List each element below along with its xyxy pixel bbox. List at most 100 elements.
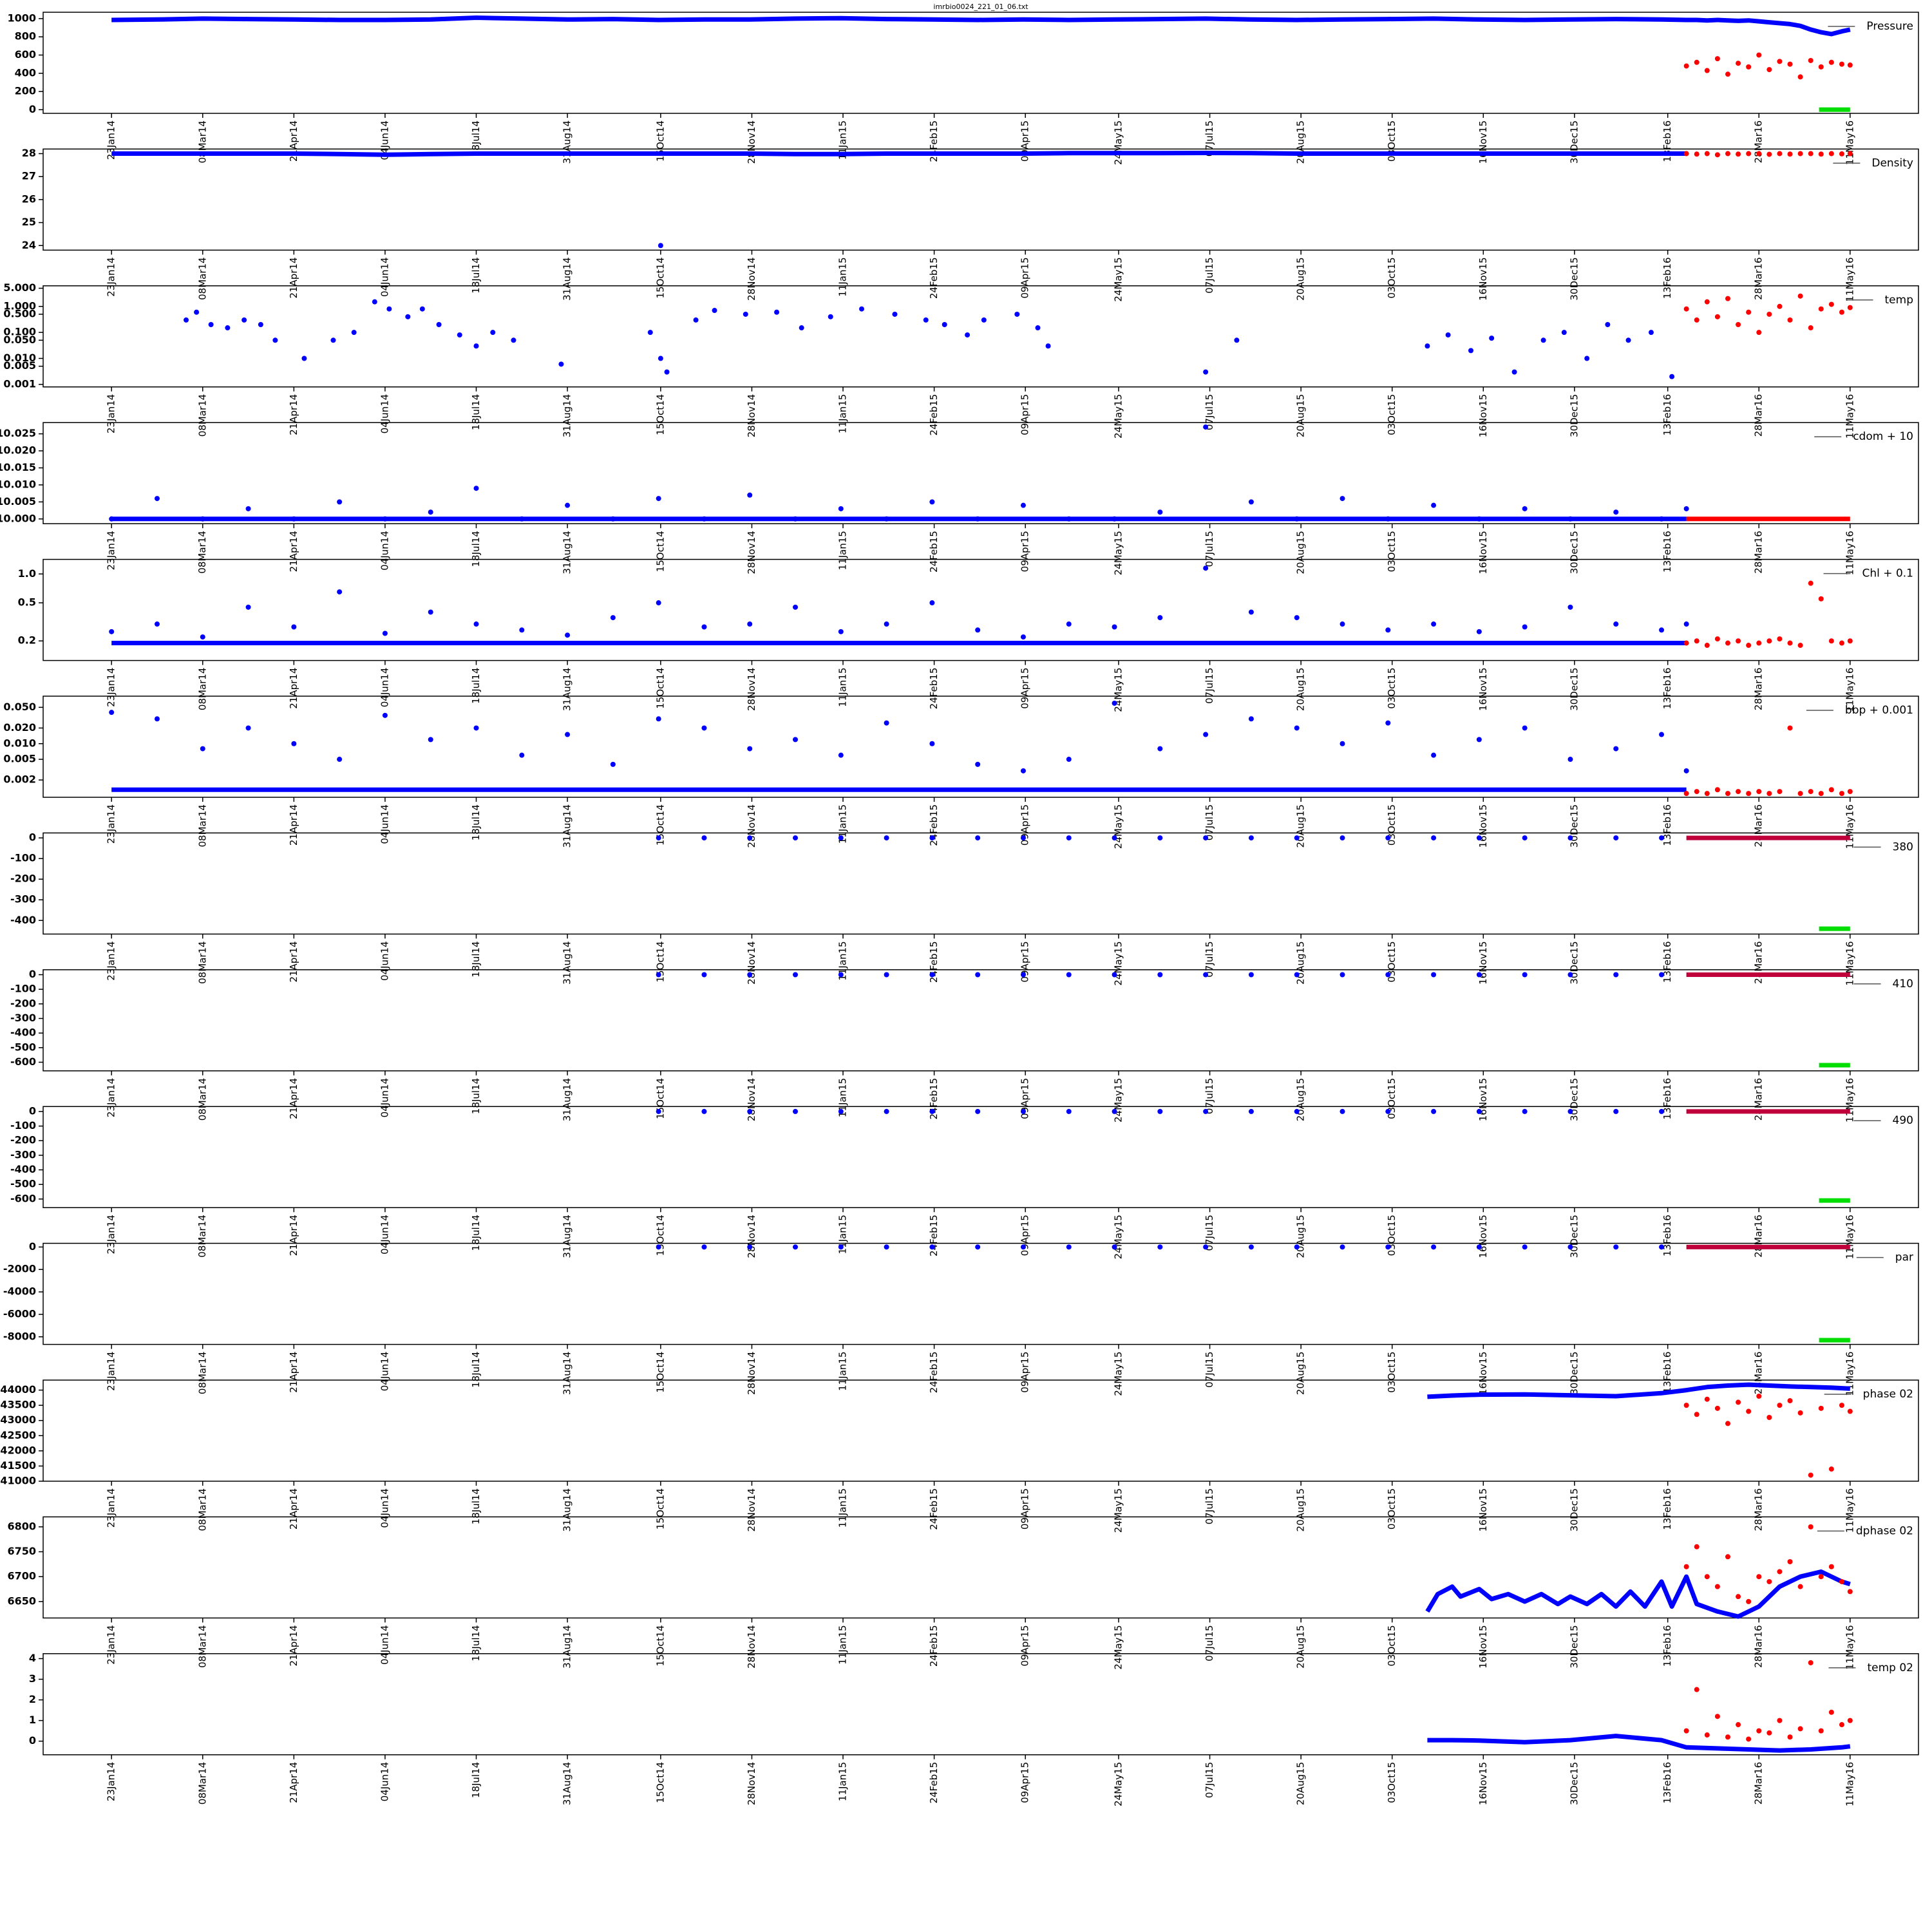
data-point xyxy=(1112,1108,1117,1114)
x-tick-label: 15Oct14 xyxy=(654,1625,666,1666)
data-point xyxy=(1385,516,1391,522)
x-tick-label: 28Mar16 xyxy=(1753,804,1765,847)
x-tick-label: 28Nov14 xyxy=(746,1762,757,1805)
data-point xyxy=(1476,737,1482,743)
data-point xyxy=(1340,741,1345,746)
data-point xyxy=(610,516,616,522)
x-tick-label: 04Jun14 xyxy=(379,257,390,297)
data-point xyxy=(225,325,231,331)
x-tick-label: 08Mar14 xyxy=(196,120,208,163)
x-tick-label: 16Nov15 xyxy=(1477,257,1489,300)
x-tick-label: 18Jul14 xyxy=(470,941,482,977)
x-tick-label: 09Apr15 xyxy=(1019,1215,1031,1256)
data-point xyxy=(838,506,844,511)
y-tick-label: 42500 xyxy=(0,1429,36,1441)
data-point xyxy=(1787,725,1793,731)
x-tick-label: 28Nov14 xyxy=(746,394,757,437)
plot-frame xyxy=(43,1242,1919,1345)
data-point xyxy=(1613,509,1619,515)
x-tick-label: 24May15 xyxy=(1112,531,1124,575)
data-point xyxy=(1847,305,1853,310)
data-point xyxy=(1613,972,1619,978)
data-point xyxy=(1714,636,1720,642)
data-point xyxy=(194,309,200,315)
x-tick-label: 28Mar16 xyxy=(1753,531,1765,573)
data-point xyxy=(884,621,889,627)
x-tick-label: 16Nov15 xyxy=(1477,941,1489,984)
data-point xyxy=(1203,565,1209,571)
data-point xyxy=(1839,640,1844,646)
data-point xyxy=(942,322,947,328)
x-tick-label: 11May16 xyxy=(1844,531,1855,575)
x-tick-label: 18Jul14 xyxy=(470,668,482,704)
data-point xyxy=(838,752,844,758)
data-point xyxy=(1340,972,1345,978)
legend-label: dphase 02 xyxy=(1856,1524,1913,1537)
data-point xyxy=(1066,621,1072,627)
data-point xyxy=(1294,1244,1300,1250)
x-tick-label: 28Nov14 xyxy=(746,804,757,848)
data-point xyxy=(519,627,525,633)
x-tick-label: 30Dec15 xyxy=(1568,120,1580,164)
data-point xyxy=(838,1244,844,1250)
y-tick-label: -500 xyxy=(10,1178,36,1190)
x-tick-label: 21Apr14 xyxy=(288,1215,299,1256)
data-point xyxy=(1540,337,1546,343)
x-tick-label: 31Aug14 xyxy=(562,1352,573,1395)
x-tick-label: 03Oct15 xyxy=(1386,1215,1397,1256)
data-point xyxy=(1385,972,1391,978)
y-tick-label: -100 xyxy=(10,1119,36,1132)
x-tick-label: 08Mar14 xyxy=(196,1078,208,1121)
y-tick-label: 10.025 xyxy=(0,427,36,439)
x-tick-label: 16Nov15 xyxy=(1477,1215,1489,1258)
data-point xyxy=(1818,791,1824,797)
data-point xyxy=(154,716,160,722)
x-tick-label: 11Jan15 xyxy=(837,1215,849,1254)
x-tick-label: 31Aug14 xyxy=(562,1762,573,1805)
x-tick-label: 15Oct14 xyxy=(654,941,666,982)
data-point xyxy=(154,496,160,502)
data-point xyxy=(793,604,799,610)
x-tick-label: 31Aug14 xyxy=(562,1625,573,1668)
y-tick-label: -400 xyxy=(10,1027,36,1039)
data-point xyxy=(1020,1244,1026,1250)
x-tick-label: 28Mar16 xyxy=(1753,1488,1765,1531)
x-tick-label: 18Jul14 xyxy=(470,1352,482,1388)
data-point xyxy=(1020,502,1026,508)
x-tick-label: 24Feb15 xyxy=(928,1625,940,1667)
x-tick-label: 11Jan15 xyxy=(837,1762,849,1801)
data-point xyxy=(1704,151,1710,156)
x-tick-label: 11May16 xyxy=(1844,941,1855,985)
data-point xyxy=(1683,768,1689,773)
data-point xyxy=(1045,343,1051,349)
data-point xyxy=(1659,835,1665,841)
x-tick-label: 08Mar14 xyxy=(196,1215,208,1257)
data-point xyxy=(1066,972,1072,978)
x-tick-label: 09Apr15 xyxy=(1019,668,1031,709)
data-point xyxy=(1476,516,1482,522)
x-tick-label: 07Jul15 xyxy=(1204,804,1215,840)
data-point xyxy=(1746,1736,1752,1742)
data-point xyxy=(1522,972,1528,978)
data-point xyxy=(1605,322,1611,328)
x-tick-label: 21Apr14 xyxy=(288,804,299,846)
x-tick-label: 08Mar14 xyxy=(196,668,208,710)
data-point xyxy=(1522,1108,1528,1114)
x-tick-label: 31Aug14 xyxy=(562,941,573,984)
plot-frame xyxy=(43,969,1919,1072)
data-point xyxy=(337,499,343,505)
x-tick-label: 13Feb16 xyxy=(1662,1625,1673,1667)
y-tick-label: -600 xyxy=(10,1192,36,1204)
x-tick-label: 07Jul15 xyxy=(1204,1762,1215,1798)
data-point xyxy=(929,1108,935,1114)
data-point xyxy=(1704,68,1710,73)
x-tick-label: 30Dec15 xyxy=(1568,668,1580,711)
data-point xyxy=(656,600,661,606)
data-point xyxy=(1725,791,1730,797)
x-tick-label: 31Aug14 xyxy=(562,531,573,574)
data-point xyxy=(1808,1472,1814,1478)
data-point xyxy=(892,311,898,317)
data-point xyxy=(1736,151,1741,157)
x-tick-label: 08Mar14 xyxy=(196,1352,208,1394)
y-tick-label: -300 xyxy=(10,1148,36,1160)
